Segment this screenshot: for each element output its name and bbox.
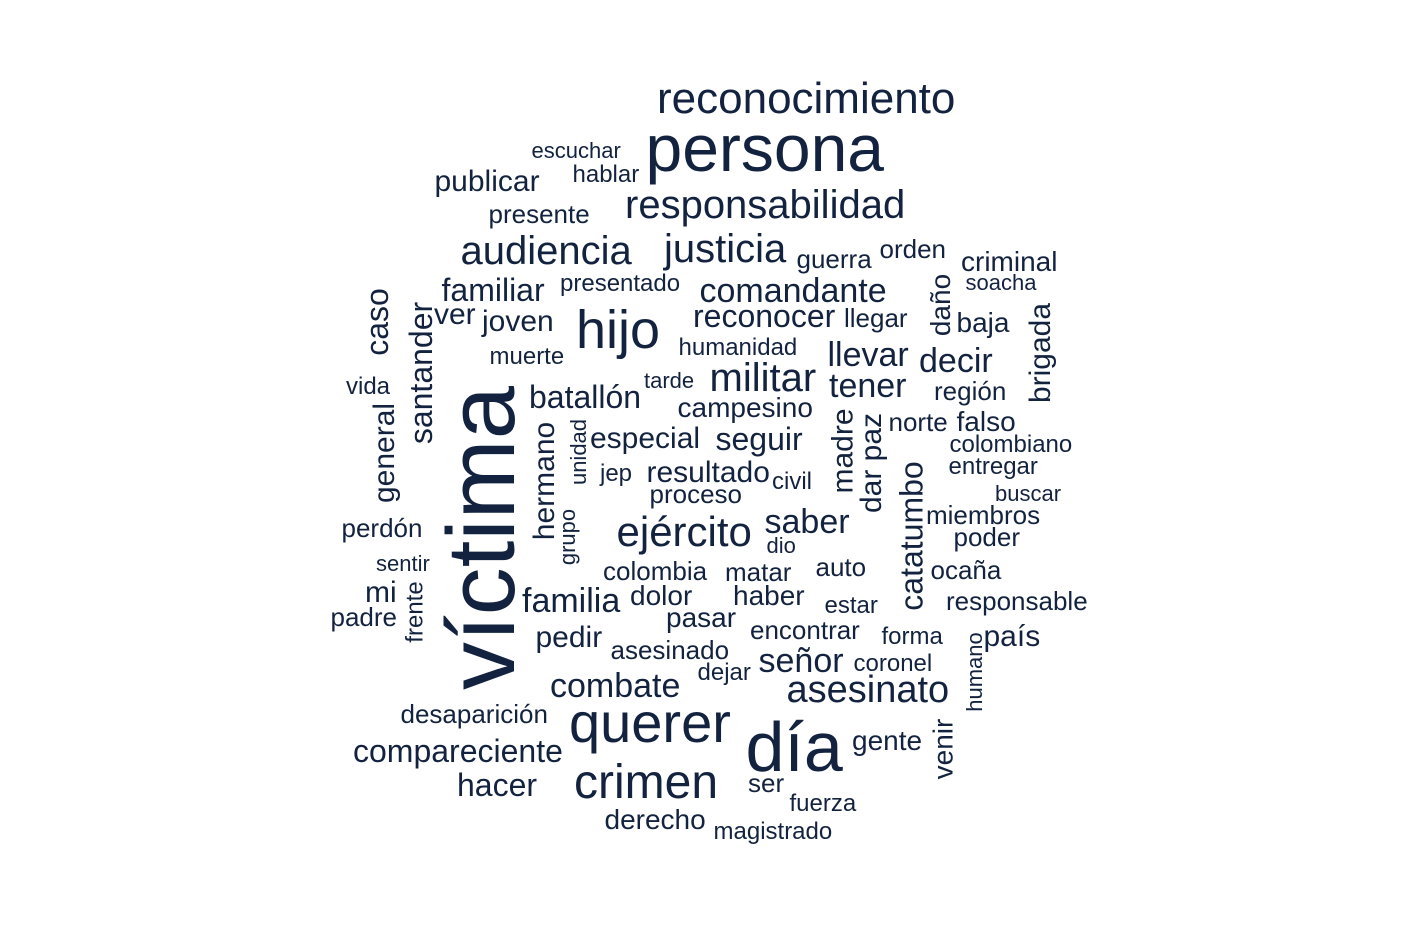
word-vida: vida: [346, 373, 391, 400]
word-venir: venir: [926, 718, 958, 780]
word-humano: humano: [961, 632, 987, 712]
word-compareciente: compareciente: [353, 733, 563, 769]
word-magistrado: magistrado: [713, 818, 833, 845]
word-militar: militar: [709, 356, 817, 400]
word-entregar: entregar: [948, 453, 1038, 480]
word-orden: orden: [879, 234, 947, 264]
word-estar: estar: [824, 592, 878, 619]
word-coronel: coronel: [853, 650, 933, 677]
word-norte: norte: [888, 407, 948, 437]
word-país: país: [983, 620, 1041, 653]
word-civil: civil: [772, 468, 812, 495]
word-responsable: responsable: [946, 586, 1088, 616]
word-decir: decir: [919, 342, 993, 380]
word-reconocer: reconocer: [693, 298, 836, 334]
word-desaparición: desaparición: [400, 699, 548, 729]
word-campesino: campesino: [677, 392, 813, 423]
word-escuchar: escuchar: [531, 138, 621, 163]
word-matar: matar: [725, 557, 792, 587]
word-catatumbo: catatumbo: [893, 461, 930, 611]
word-región: región: [934, 376, 1007, 406]
word-seguir: seguir: [715, 421, 803, 457]
word-brigada: brigada: [1024, 302, 1058, 404]
word-tarde: tarde: [644, 368, 695, 393]
word-general: general: [368, 402, 402, 504]
word-colombia: colombia: [603, 556, 708, 586]
word-auto: auto: [815, 552, 867, 582]
word-dio: dio: [766, 533, 796, 558]
word-forma: forma: [881, 623, 943, 650]
word-audiencia: audiencia: [460, 229, 632, 273]
word-persona: persona: [645, 111, 885, 185]
word-criminal: criminal: [961, 246, 1058, 277]
word-encontrar: encontrar: [750, 615, 860, 645]
word-familiar: familiar: [441, 272, 545, 308]
word-justicia: justicia: [664, 227, 787, 271]
word-poder: poder: [953, 522, 1021, 552]
word-soacha: soacha: [965, 270, 1037, 295]
word-pasar: pasar: [666, 602, 737, 633]
word-frente: frente: [401, 581, 429, 643]
word-falso: falso: [956, 406, 1016, 437]
word-grupo: grupo: [555, 508, 581, 566]
word-ser: ser: [748, 768, 785, 798]
word-especial: especial: [590, 422, 701, 455]
word-asesinato: asesinato: [786, 669, 950, 711]
word-ocaña: ocaña: [930, 555, 1002, 585]
word-buscar: buscar: [995, 481, 1062, 506]
word-hijo: hijo: [576, 300, 661, 360]
word-madre: madre: [826, 408, 860, 494]
word-ejército: ejército: [616, 508, 752, 555]
word-publicar: publicar: [434, 165, 540, 198]
word-pedir: pedir: [535, 621, 603, 654]
word-perdón: perdón: [341, 513, 423, 543]
word-gente: gente: [852, 725, 923, 756]
word-día: día: [745, 708, 843, 786]
word-miembros: miembros: [926, 500, 1041, 530]
word-fuerza: fuerza: [789, 790, 857, 817]
word-saber: saber: [764, 503, 850, 541]
word-jep: jep: [600, 460, 633, 487]
word-crimen: crimen: [574, 756, 719, 809]
word-presentado: presentado: [560, 270, 681, 297]
word-derecho: derecho: [604, 804, 706, 835]
word-colombiano: colombiano: [949, 431, 1073, 458]
word-responsabilidad: responsabilidad: [625, 183, 906, 227]
word-familia: familia: [522, 582, 621, 620]
word-joven: joven: [482, 305, 554, 338]
word-querer: querer: [569, 691, 731, 754]
word-hablar: hablar: [572, 161, 640, 188]
word-asesinado: asesinado: [610, 635, 730, 665]
word-comandante: comandante: [699, 272, 887, 310]
word-presente: presente: [488, 199, 590, 229]
word-caso: caso: [358, 288, 395, 356]
word-dolor: dolor: [630, 580, 693, 611]
word-mi: mi: [365, 576, 397, 609]
word-hacer: hacer: [457, 767, 538, 803]
word-dar-paz: dar paz: [855, 412, 889, 514]
word-señor: señor: [758, 642, 844, 680]
word-ver: ver: [434, 298, 476, 331]
word-llevar: llevar: [827, 336, 909, 374]
word-humanidad: humanidad: [678, 334, 798, 361]
word-dejar: dejar: [697, 659, 751, 686]
word-baja: baja: [956, 307, 1010, 338]
word-proceso: proceso: [649, 479, 743, 509]
word-reconocimiento: reconocimiento: [657, 74, 956, 123]
word-guerra: guerra: [796, 244, 872, 274]
word-batallón: batallón: [529, 379, 642, 415]
word-daño: daño: [925, 273, 957, 337]
word-haber: haber: [733, 580, 805, 611]
word-unidad: unidad: [566, 418, 592, 486]
word-combate: combate: [550, 667, 681, 705]
word-resultado: resultado: [646, 456, 770, 489]
word-sentir: sentir: [376, 551, 430, 576]
word-tener: tener: [829, 367, 907, 405]
word-víctima: víctima: [428, 385, 536, 691]
word-muerte: muerte: [489, 343, 565, 370]
word-llegar: llegar: [844, 303, 908, 333]
word-padre: padre: [330, 602, 398, 632]
